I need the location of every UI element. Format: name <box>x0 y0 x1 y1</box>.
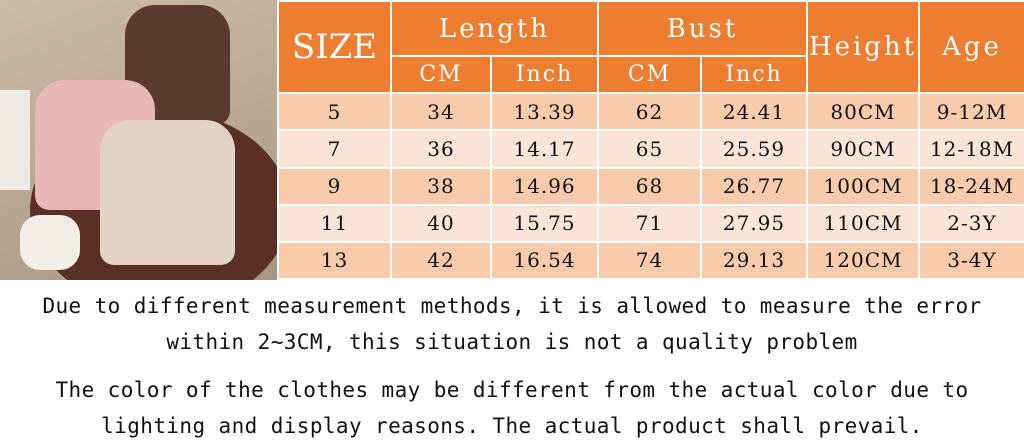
cell-len-in: 14.17 <box>489 129 600 169</box>
cell-bust-cm: 65 <box>597 129 703 169</box>
cell-height: 120CM <box>806 240 921 281</box>
note-line: lighting and display reasons. The actual… <box>101 414 923 438</box>
cell-len-in: 15.75 <box>489 203 600 243</box>
bust-header: Bust <box>597 0 809 58</box>
shoes <box>20 215 80 270</box>
cell-bust-in: 26.77 <box>700 166 809 206</box>
table-row: 11 40 15.75 71 27.95 110CM 2-3Y <box>277 203 1024 243</box>
calendar <box>0 90 30 190</box>
cell-len-in: 16.54 <box>489 240 600 281</box>
note-line: Due to different measurement methods, it… <box>42 294 982 318</box>
cell-bust-cm: 68 <box>597 166 703 206</box>
bust-cm-header: CM <box>597 55 703 95</box>
bust-inch-header: Inch <box>700 55 809 95</box>
cell-size: 11 <box>277 203 392 243</box>
note-line: The color of the clothes may be differen… <box>55 378 969 402</box>
cell-len-cm: 42 <box>390 240 492 281</box>
table-row: 7 36 14.17 65 25.59 90CM 12-18M <box>277 129 1024 169</box>
cell-height: 110CM <box>806 203 921 243</box>
size-chart-table: SIZE Length Bust Height Age CM Inch CM I… <box>277 0 1024 281</box>
cell-height: 100CM <box>806 166 921 206</box>
cell-age: 3-4Y <box>918 240 1024 281</box>
note-line: within 2~3CM, this situation is not a qu… <box>166 330 858 354</box>
product-photo <box>0 0 277 280</box>
cell-len-in: 14.96 <box>489 166 600 206</box>
cell-len-in: 13.39 <box>489 92 600 132</box>
cell-len-cm: 40 <box>390 203 492 243</box>
cell-bust-in: 27.95 <box>700 203 809 243</box>
cell-size: 9 <box>277 166 392 206</box>
note-measurement: Due to different measurement methods, it… <box>0 288 1024 360</box>
cell-height: 80CM <box>806 92 921 132</box>
beige-vest <box>100 120 235 265</box>
table-row: 13 42 16.54 74 29.13 120CM 3-4Y <box>277 240 1024 281</box>
cell-bust-in: 24.41 <box>700 92 809 132</box>
note-color: The color of the clothes may be differen… <box>0 372 1024 444</box>
table-row: 9 38 14.96 68 26.77 100CM 18-24M <box>277 166 1024 206</box>
cell-len-cm: 36 <box>390 129 492 169</box>
cell-height: 90CM <box>806 129 921 169</box>
cell-age: 18-24M <box>918 166 1024 206</box>
cell-age: 2-3Y <box>918 203 1024 243</box>
length-inch-header: Inch <box>489 55 600 95</box>
cell-bust-in: 29.13 <box>700 240 809 281</box>
cell-len-cm: 38 <box>390 166 492 206</box>
cell-bust-cm: 62 <box>597 92 703 132</box>
length-cm-header: CM <box>390 55 492 95</box>
height-header: Height <box>806 0 921 95</box>
cell-age: 12-18M <box>918 129 1024 169</box>
age-header: Age <box>918 0 1024 95</box>
cell-size: 7 <box>277 129 392 169</box>
cell-size: 5 <box>277 92 392 132</box>
cell-age: 9-12M <box>918 92 1024 132</box>
cell-bust-cm: 74 <box>597 240 703 281</box>
length-header: Length <box>389 0 600 58</box>
cell-bust-cm: 71 <box>597 203 703 243</box>
cell-len-cm: 34 <box>390 92 492 132</box>
size-header: SIZE <box>277 0 392 95</box>
cell-size: 13 <box>277 240 392 281</box>
table-row: 5 34 13.39 62 24.41 80CM 9-12M <box>277 92 1024 132</box>
cell-bust-in: 25.59 <box>700 129 809 169</box>
